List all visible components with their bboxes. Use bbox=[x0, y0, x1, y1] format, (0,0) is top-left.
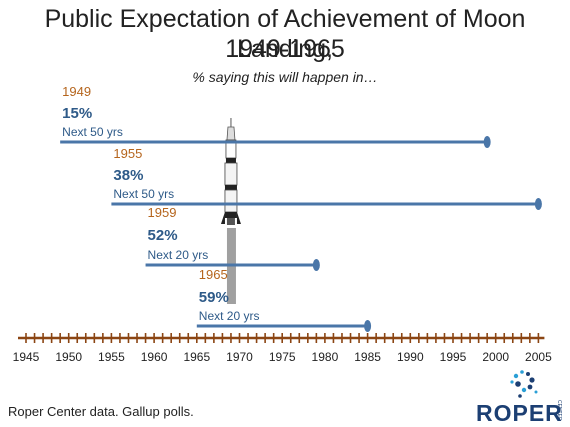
roper-logo: ROPER CENTER bbox=[476, 368, 563, 426]
rocket-icon bbox=[220, 118, 241, 225]
poll-1959-year-label: 1959 bbox=[148, 205, 177, 220]
poll-1965-horizon-label: Next 20 yrs bbox=[199, 309, 260, 323]
roper-logo-side-text: CENTER bbox=[556, 400, 562, 421]
source-note: Roper Center data. Gallup polls. bbox=[8, 404, 194, 419]
poll-1965-year-label: 1965 bbox=[199, 267, 228, 282]
x-tick-label-2000: 2000 bbox=[482, 350, 509, 364]
x-tick-label-1945: 1945 bbox=[13, 350, 40, 364]
chart-title-line2: 1949-1965 bbox=[225, 35, 345, 63]
poll-1959-percent-label: 52% bbox=[148, 227, 178, 244]
x-tick-label-1965: 1965 bbox=[183, 350, 210, 364]
x-tick-label-1990: 1990 bbox=[397, 350, 424, 364]
poll-1959-end-marker bbox=[312, 259, 320, 271]
poll-1949-end-marker bbox=[483, 136, 491, 148]
poll-1955-percent-label: 38% bbox=[113, 167, 143, 184]
poll-1955-year-label: 1955 bbox=[113, 146, 142, 161]
poll-1965-end-marker bbox=[364, 320, 372, 332]
poll-1949-year-label: 1949 bbox=[62, 84, 91, 99]
roper-dots-icon bbox=[510, 370, 538, 398]
x-tick-label-2005: 2005 bbox=[525, 350, 552, 364]
x-tick-label-1960: 1960 bbox=[141, 350, 168, 364]
roper-logo-text: ROPER bbox=[476, 400, 563, 426]
x-tick-label-1970: 1970 bbox=[226, 350, 253, 364]
x-tick-label-1950: 1950 bbox=[55, 350, 82, 364]
poll-1965-percent-label: 59% bbox=[199, 289, 229, 306]
poll-1955-end-marker bbox=[534, 198, 542, 210]
poll-1955-horizon-label: Next 50 yrs bbox=[113, 187, 174, 201]
x-tick-label-1995: 1995 bbox=[440, 350, 467, 364]
poll-1949-horizon-label: Next 50 yrs bbox=[62, 125, 123, 139]
poll-1949-percent-label: 15% bbox=[62, 105, 92, 122]
chart-title-line1: Public Expectation of Achievement of Moo… bbox=[44, 5, 526, 63]
x-tick-label-1955: 1955 bbox=[98, 350, 125, 364]
x-tick-label-1980: 1980 bbox=[312, 350, 339, 364]
x-tick-label-1985: 1985 bbox=[354, 350, 381, 364]
poll-1959-horizon-label: Next 20 yrs bbox=[148, 248, 209, 262]
x-tick-label-1975: 1975 bbox=[269, 350, 296, 364]
chart-subtitle: % saying this will happen in… bbox=[192, 69, 378, 85]
